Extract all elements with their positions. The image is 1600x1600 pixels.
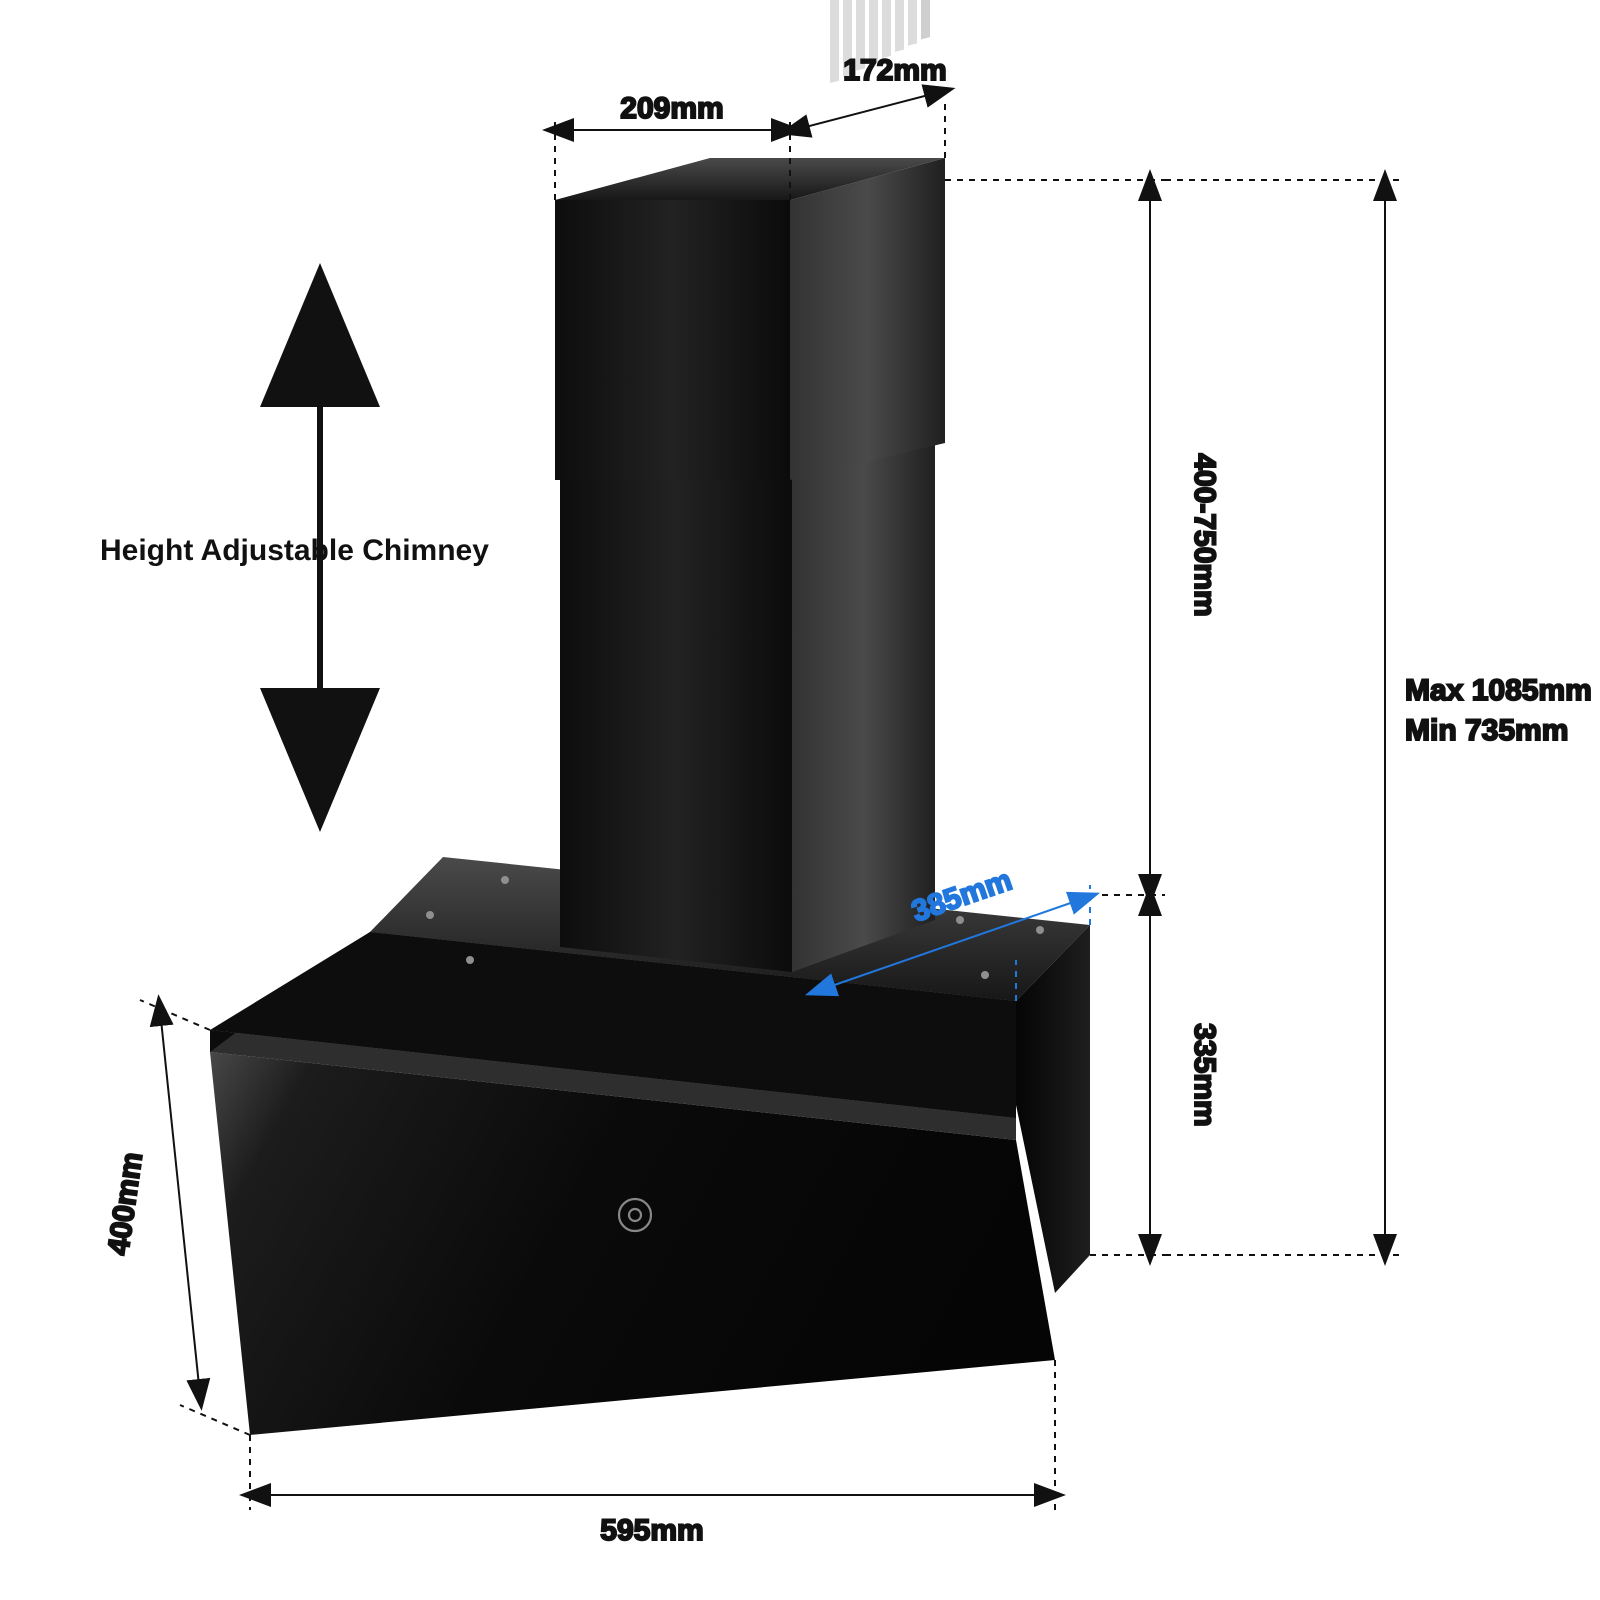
dim-chimney-width-label: 209mm [620,92,723,125]
dim-body-height: 335mm [1090,900,1221,1255]
dim-total-height: Max 1085mm Min 735mm [1165,180,1592,1255]
chimney-upper [555,158,945,480]
dim-total-width-label: 595mm [600,1514,703,1547]
chimney-lower [560,443,935,972]
dim-body-height-label: 335mm [1188,1023,1221,1126]
dim-chimney-depth: 172mm [794,54,947,158]
dim-front-panel-label: 400mm [102,1150,149,1257]
dim-total-max-label: Max 1085mm [1405,674,1592,707]
dimension-diagram: 209mm 172mm 400-750mm 335mm Max 1085mm [0,0,1600,1600]
dim-chimney-height-label: 400-750mm [1188,453,1221,616]
feature-label: Height Adjustable Chimney [100,534,489,567]
dim-chimney-depth-label: 172mm [843,54,946,87]
feature-adjustable-chimney: Height Adjustable Chimney [100,335,489,760]
product-render [210,0,1090,1435]
dim-total-min-label: Min 735mm [1405,714,1568,747]
dim-chimney-height: 400-750mm [945,180,1221,895]
